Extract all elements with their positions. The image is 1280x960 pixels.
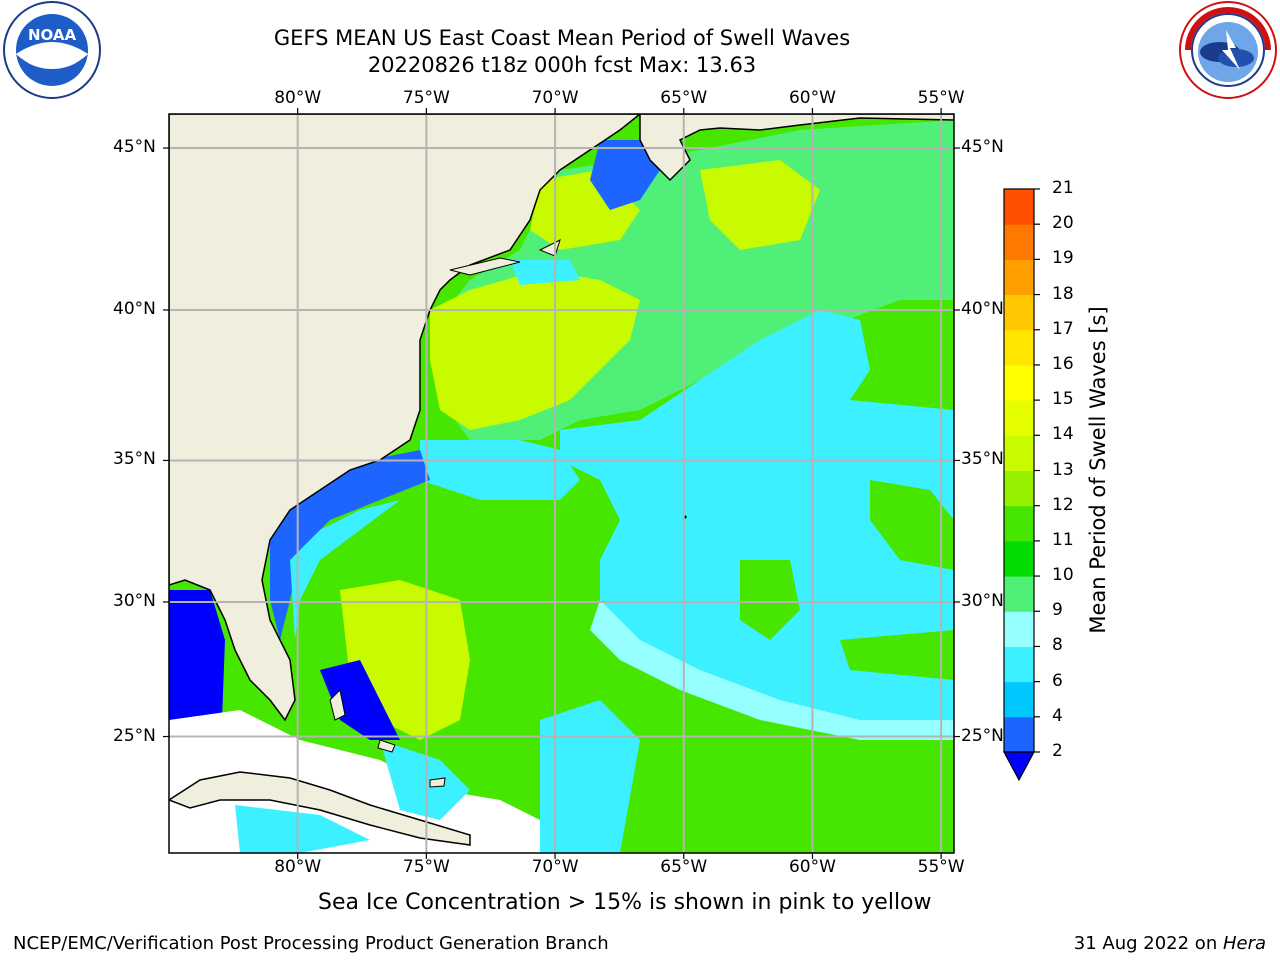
latitude-label: 30°N — [113, 590, 156, 611]
colorbar-title: Mean Period of Swell Waves [s] — [1086, 306, 1110, 634]
latitude-label: 30°N — [961, 590, 1004, 611]
footer-date: 31 Aug 2022 on Hera — [1074, 933, 1266, 954]
longitude-label: 65°W — [660, 857, 708, 877]
colorbar-tick-label: 11 — [1052, 529, 1074, 550]
colorbar-swatch — [1004, 189, 1034, 225]
colorbar-tick-label: 16 — [1052, 353, 1074, 374]
colorbar-tick-label: 8 — [1052, 635, 1063, 656]
colorbar-tick-label: 6 — [1052, 670, 1063, 691]
graticule — [169, 114, 954, 853]
latitude-label: 25°N — [961, 725, 1004, 746]
map-field — [169, 114, 954, 853]
colorbar-swatch — [1004, 716, 1034, 753]
longitude-label: 55°W — [917, 857, 965, 877]
footer-credit: NCEP/EMC/Verification Post Processing Pr… — [13, 933, 609, 954]
bahamas-bank-band-2s — [320, 660, 400, 740]
cuba-landmass — [169, 771, 471, 846]
longitude-label: 60°W — [788, 857, 836, 877]
colorbar-swatch — [1004, 400, 1034, 436]
map-frame — [168, 113, 955, 854]
ocean-band-11s-central-patch — [740, 560, 800, 640]
nws-logo — [1179, 1, 1277, 99]
colorbar-swatch — [1004, 294, 1034, 331]
bahamas-island — [429, 777, 446, 788]
latitude-label: 45°N — [961, 137, 1004, 158]
ocean-band-8s-south — [540, 700, 640, 853]
ocean-band-11s-south-patch — [840, 630, 954, 680]
colorbar-swatch — [1004, 505, 1034, 542]
footer-host: Hera — [1222, 933, 1266, 954]
coastal-band-6s-carolinas — [290, 500, 400, 640]
colorbar-tick-label: 13 — [1052, 459, 1074, 480]
longitude-label: 80°W — [274, 857, 322, 877]
map-subtitle-forecast: 20220826 t18z 000h fcst Max: 13.63 — [367, 53, 757, 77]
noaa-logo: NOAA — [3, 1, 101, 99]
colorbar-swatch — [1004, 224, 1034, 260]
longitude-label: 75°W — [402, 88, 450, 108]
latitude-label: 35°N — [961, 449, 1004, 470]
colorbar-under-extension — [1002, 751, 1036, 782]
colorbar-swatch — [1004, 681, 1034, 718]
colorbar-tick-label: 9 — [1052, 600, 1063, 621]
long-island — [449, 257, 521, 276]
ocean-band-8s — [560, 310, 954, 720]
colorbar-tick-label: 2 — [1052, 741, 1063, 761]
colorbar-tick-label: 20 — [1052, 213, 1074, 234]
coastal-band-2s-maine — [590, 140, 660, 210]
north-america-landmass — [169, 114, 642, 722]
colorbar-swatch — [1004, 259, 1034, 296]
colorbar-swatch — [1004, 329, 1034, 366]
latitude-label: 45°N — [113, 137, 156, 158]
longitude-label: 70°W — [531, 857, 579, 877]
longitude-label: 55°W — [917, 88, 965, 108]
colorbar-swatch — [1004, 364, 1034, 401]
colorbar-swatch — [1004, 611, 1034, 647]
bahamas-island — [329, 688, 346, 721]
coastal-band-6s-new-england — [510, 260, 580, 285]
colorbar-tick-label: 17 — [1052, 318, 1074, 339]
footer-date-text: 31 Aug 2022 on — [1073, 933, 1223, 954]
colorbar-swatch — [1004, 435, 1034, 471]
colorbar-swatch — [1004, 646, 1034, 683]
longitude-label: 80°W — [274, 88, 322, 108]
longitude-label: 70°W — [531, 88, 579, 108]
svg-text:NOAA: NOAA — [28, 26, 77, 44]
colorbar-tick-label: 10 — [1052, 565, 1074, 586]
maritimes-landmass — [639, 114, 954, 182]
longitude-label: 60°W — [788, 88, 836, 108]
latitude-label: 40°N — [113, 298, 156, 319]
ocean-band-12s-east — [700, 160, 820, 250]
colorbar — [1002, 188, 1040, 782]
map-title: GEFS MEAN US East Coast Mean Period of S… — [273, 26, 851, 50]
colorbar-tick-label: 19 — [1052, 248, 1074, 269]
colorbar-swatch — [1004, 470, 1034, 507]
longitude-label: 65°W — [660, 88, 708, 108]
colorbar-tick-label: 15 — [1052, 389, 1074, 410]
colorbar-swatch — [1004, 540, 1034, 577]
colorbar-tick-label: 14 — [1052, 424, 1074, 445]
colorbar-tick-label: 12 — [1052, 494, 1074, 515]
ocean-band-8s-west — [420, 440, 580, 500]
bahamas-island — [377, 739, 396, 753]
axis-ticks — [163, 108, 960, 859]
colorbar-tick-label: 21 — [1052, 178, 1074, 198]
cuba-south-band-6s — [235, 805, 370, 853]
colorbar-swatch — [1004, 576, 1034, 612]
latitude-label: 40°N — [961, 298, 1004, 319]
latitude-label: 25°N — [113, 725, 156, 746]
sea-ice-note: Sea Ice Concentration > 15% is shown in … — [318, 890, 932, 915]
latitude-label: 35°N — [113, 449, 156, 470]
colorbar-tick-label: 18 — [1052, 283, 1074, 304]
bahamas-band-6s — [380, 740, 470, 820]
longitude-label: 75°W — [402, 857, 450, 877]
ocean-band-9s-strip — [590, 600, 954, 740]
colorbar-tick-label: 4 — [1052, 705, 1063, 726]
ocean-band-11s-east-patch — [870, 480, 954, 570]
